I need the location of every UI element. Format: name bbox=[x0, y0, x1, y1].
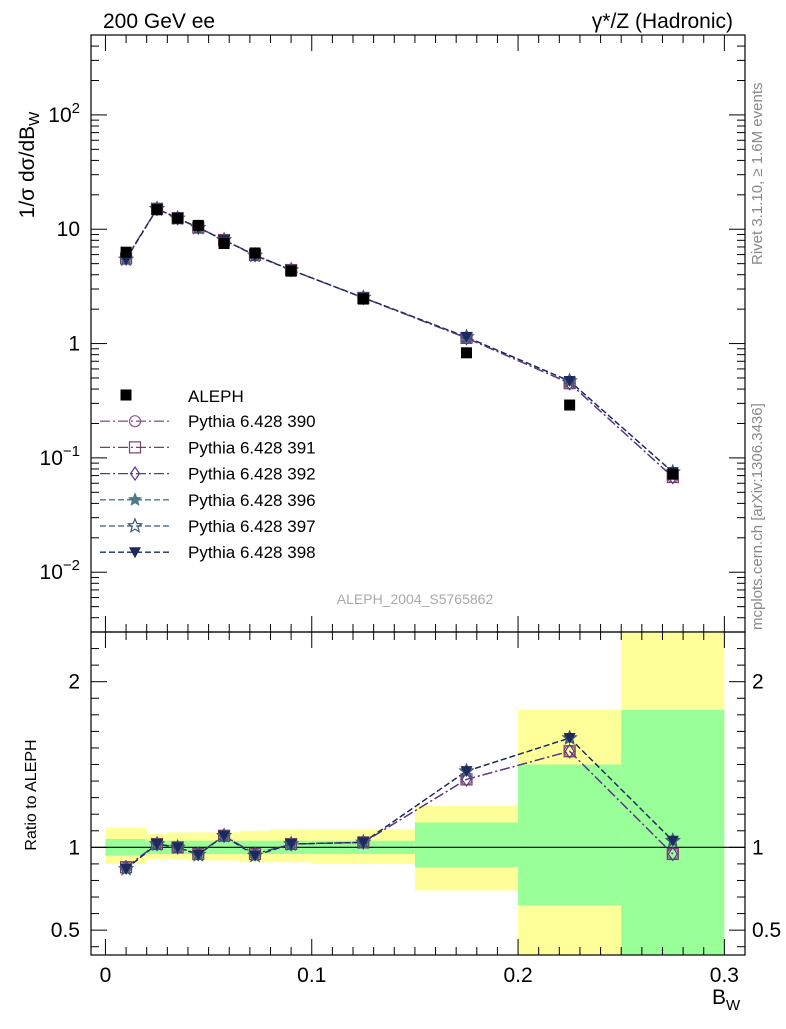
data-point bbox=[564, 399, 576, 411]
legend-marker bbox=[126, 517, 144, 533]
x-tick-label: 0 bbox=[100, 964, 112, 987]
mc-point-ratio bbox=[171, 842, 184, 854]
mc-point-main bbox=[460, 332, 473, 344]
y-tick-label-ratio: 1 bbox=[68, 836, 80, 859]
analysis-watermark: ALEPH_2004_S5765862 bbox=[337, 591, 494, 607]
mc-line-main-3 bbox=[125, 207, 674, 473]
header-right: γ*/Z (Hadronic) bbox=[592, 10, 733, 33]
data-point bbox=[285, 265, 297, 277]
y-tick-label-main: 1 bbox=[68, 333, 80, 356]
data-point bbox=[192, 219, 204, 231]
legend-label: Pythia 6.428 392 bbox=[188, 465, 316, 484]
x-tick-label: 0.1 bbox=[297, 964, 326, 987]
legend: ALEPH Pythia 6.428 390 Pythia 6.428 391 Pyt… bbox=[100, 387, 316, 562]
data-point bbox=[218, 238, 230, 250]
data-point bbox=[460, 347, 472, 359]
mc-point-ratio bbox=[667, 846, 679, 862]
ratio-y-axis-label: Ratio to ALEPH bbox=[23, 739, 40, 850]
y-tick-label-main: 102 bbox=[48, 100, 80, 127]
legend-label: Pythia 6.428 391 bbox=[188, 438, 316, 457]
ratio-frame bbox=[90, 631, 746, 956]
header-left: 200 GeV ee bbox=[103, 10, 215, 33]
legend-marker bbox=[129, 547, 141, 559]
legend-marker bbox=[129, 466, 141, 482]
mc-line-main-0 bbox=[125, 207, 674, 478]
mc-line-main-5 bbox=[125, 207, 674, 473]
legend-marker-data bbox=[120, 389, 132, 401]
mc-point-ratio bbox=[151, 839, 164, 851]
mc-point-ratio bbox=[460, 766, 473, 778]
legend-label: Pythia 6.428 397 bbox=[188, 517, 316, 536]
mc-point-main bbox=[563, 376, 576, 388]
legend-marker bbox=[127, 492, 143, 506]
y-tick-label-ratio: 0.5 bbox=[51, 919, 80, 942]
mc-point-ratio bbox=[120, 863, 133, 875]
mc-point-ratio bbox=[666, 835, 679, 847]
ratio-band-stat bbox=[518, 764, 622, 906]
data-point bbox=[357, 293, 369, 305]
ratio-band-stat bbox=[414, 822, 519, 868]
legend-label: Pythia 6.428 396 bbox=[188, 491, 316, 510]
data-point bbox=[120, 246, 132, 258]
mc-point-ratio bbox=[563, 733, 576, 745]
data-point bbox=[667, 468, 679, 480]
legend-marker bbox=[128, 441, 142, 454]
x-tick-label: 0.2 bbox=[503, 964, 532, 987]
y-axis-label: 1/σ dσ/dBW bbox=[16, 111, 43, 218]
y-tick-label-main: 10−2 bbox=[40, 557, 80, 584]
data-point bbox=[249, 247, 261, 259]
main-plot: 10−2 10−1 1 10 102 bbox=[40, 34, 746, 633]
y-tick-label-main: 10 bbox=[57, 218, 80, 241]
legend-label: Pythia 6.428 390 bbox=[188, 412, 316, 431]
y-tick-label-ratio-right: 0.5 bbox=[752, 919, 781, 942]
rivet-label: Rivet 3.1.10, ≥ 1.6M events bbox=[749, 83, 766, 266]
mc-line-main-1 bbox=[125, 207, 674, 478]
mc-line-main-4 bbox=[125, 207, 674, 473]
data-point bbox=[172, 212, 184, 224]
mc-point-ratio bbox=[357, 837, 370, 849]
mc-point-ratio bbox=[218, 830, 231, 842]
y-tick-label-ratio-right: 2 bbox=[752, 671, 764, 694]
mc-point-ratio bbox=[564, 743, 575, 759]
mcplots-label: mcplots.cern.ch [arXiv:1306.3436] bbox=[749, 403, 766, 630]
ratio-plot: 0 0.1 0.2 0.3 0.5 0.5 1 1 2 2 bbox=[51, 631, 781, 987]
y-tick-label-main: 10−1 bbox=[40, 443, 80, 470]
y-tick-label-ratio-right: 1 bbox=[752, 836, 764, 859]
data-point bbox=[151, 204, 163, 216]
legend-label-data: ALEPH bbox=[188, 387, 244, 406]
legend-label: Pythia 6.428 398 bbox=[188, 543, 316, 562]
mc-point-ratio bbox=[249, 850, 262, 862]
mc-line-main-2 bbox=[125, 207, 674, 478]
x-tick-label: 0.3 bbox=[710, 964, 739, 987]
mc-point-ratio bbox=[192, 849, 205, 861]
mc-point-ratio bbox=[285, 839, 298, 851]
mc-point-ratio bbox=[461, 771, 472, 787]
x-axis-label: BW bbox=[712, 986, 741, 1014]
y-tick-label-ratio: 2 bbox=[68, 671, 80, 694]
legend-marker bbox=[128, 415, 142, 428]
